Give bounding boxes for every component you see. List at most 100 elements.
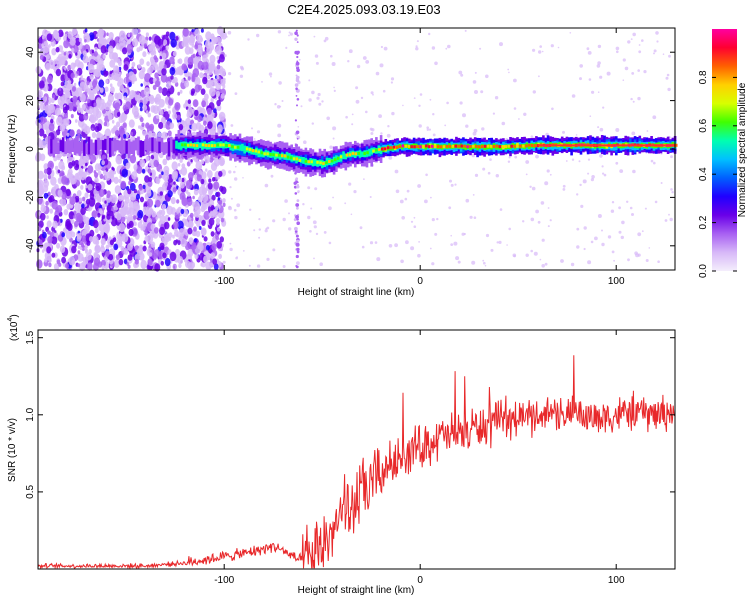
spectrogram-cell [508,156,511,159]
spectrogram-cell [146,81,150,86]
spectrogram-cell [317,92,321,97]
spectrogram-cell [587,260,592,265]
spectrogram-cell [216,56,220,60]
spectrogram-cell [331,62,336,66]
spectrogram-cell [351,151,355,155]
spectrogram-cell [85,198,91,205]
spectrogram-cell [131,91,135,96]
spectrogram-cell [120,180,127,190]
spectrogram-cell [372,149,375,153]
spectrogram-cell [277,133,282,138]
spectrogram-cell [63,118,70,127]
spectrogram-cell [272,219,276,223]
spectrogram-cell [165,141,168,154]
spectrogram-cell [178,67,184,76]
spectrogram-cell [74,220,79,228]
spectrogram-cell [450,183,454,187]
spectrogram-cell [126,73,130,78]
spectrogram-cell [254,149,258,153]
spectrogram-cell [492,145,496,148]
spectrogram-cell [236,256,238,258]
spectrogram-cell [187,262,194,271]
spectrogram-cell [123,248,129,255]
spectrogram-cell [222,77,226,81]
spectrogram-cell [445,144,449,148]
spectrogram-cell [149,123,155,131]
spectrogram-cell [158,151,164,159]
spectrogram-cell [382,89,386,93]
spectrogram-cell [181,63,187,71]
spectrogram-cell [152,84,157,91]
spectrogram-cell [196,34,203,44]
spectrogram-cell [208,178,212,183]
spectrogram-cell [474,173,479,177]
spectrogram-cell [270,75,272,78]
spectrogram-cell [151,137,154,152]
snr-ticks: -100 0 100 0.5 1.0 1.5 [25,330,675,586]
spectrogram-cell [71,245,77,254]
spectrogram-cell [653,52,655,55]
spectrogram-cell [142,51,147,58]
spectrogram-cell [415,45,418,48]
spectrogram-cell [106,32,109,36]
spectrogram-cell [205,261,212,271]
spectrogram-cell [308,98,312,102]
spectrogram-cell [210,97,214,103]
spectrogram-cell [53,263,60,271]
spectrogram-cell [138,70,145,80]
spectrogram-cell [400,259,404,264]
spectrogram-cell [155,216,158,221]
spectrogram-cell [479,47,482,50]
spectrogram-cell [114,130,120,137]
spectrogram-cell [330,54,333,58]
spectrogram-cell [627,258,630,262]
spectrogram-cell [62,227,68,234]
spectrogram-cell [591,90,595,94]
spectrogram-cell [562,130,565,134]
spectrogram-cell [191,88,196,95]
spectrogram-cell [350,213,353,216]
spectrogram-cell [80,185,84,190]
spectrogram-cell [597,61,601,65]
spectrogram-cell [61,176,68,185]
spectrogram-cell [418,124,422,128]
spectrogram-cell [209,88,216,97]
spectrogram-cell [251,127,253,130]
spectrogram-cell [485,233,490,238]
spectrogram-cell [399,199,404,204]
spectrogram-cell [121,153,126,160]
spectrogram-cell [631,72,635,75]
spectrogram-cell [126,262,130,266]
spectrogram-cell [107,113,113,121]
spectrogram-cell [599,154,603,158]
spectrogram-cell [37,170,44,180]
spectrogram-cell [132,38,139,47]
spectrogram-cell [380,132,383,135]
spectrogram-cell [154,35,161,45]
spectrogram-cell [512,253,517,258]
spectrogram-cell [141,224,146,231]
spectrogram-cell [161,171,164,176]
spectrogram-cell [47,236,53,244]
spectrogram-cell [666,73,670,77]
spectrogram-cell [326,116,331,121]
spectrogram-cell [141,141,145,157]
spectrogram-cell [576,193,579,196]
spectrogram-cell [424,199,428,204]
spectrogram-cell [365,110,368,114]
spectrogram-cell [70,62,76,70]
spectrogram-cell [242,146,246,150]
spectrogram-cell [126,170,131,176]
spectrogram-cell [565,160,568,162]
spectrogram-cell [176,114,181,121]
spectrogram-cell [89,114,97,124]
spectrogram-cell [146,140,150,154]
spectrogram-cell [675,143,678,147]
spectrogram-cell [174,229,179,237]
spectrogram-cell [56,205,63,214]
spectrogram-cell [183,103,187,109]
spectrogram-cell [529,185,532,188]
chart-title: C2E4.2025.093.03.19.E03 [287,2,440,17]
spectrogram-cell [293,218,297,222]
spectrogram-cell [92,88,98,95]
